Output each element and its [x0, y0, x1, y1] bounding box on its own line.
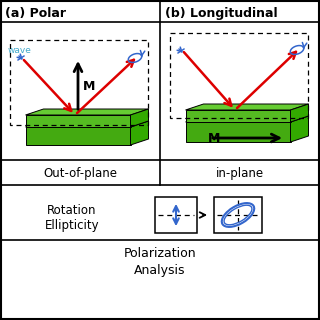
Polygon shape	[291, 104, 308, 122]
Text: M: M	[83, 79, 95, 92]
Polygon shape	[186, 122, 291, 142]
Polygon shape	[26, 115, 131, 127]
Text: Out-of-plane: Out-of-plane	[43, 166, 117, 180]
Polygon shape	[186, 116, 308, 122]
Bar	[170, 33, 308, 118]
Text: Rotation: Rotation	[47, 204, 97, 217]
Text: (a) Polar: (a) Polar	[5, 7, 66, 20]
Text: M: M	[208, 132, 220, 145]
Text: Ellipticity: Ellipticity	[45, 219, 99, 231]
Polygon shape	[291, 116, 308, 142]
Text: wave: wave	[8, 46, 32, 55]
Bar	[10, 40, 148, 125]
Text: in-plane: in-plane	[216, 166, 264, 180]
Polygon shape	[26, 109, 148, 115]
Bar	[214, 197, 262, 233]
Bar	[155, 197, 197, 233]
Text: Polarization
Analysis: Polarization Analysis	[124, 247, 196, 277]
Polygon shape	[26, 121, 148, 127]
Polygon shape	[26, 127, 131, 145]
Text: (b) Longitudinal: (b) Longitudinal	[165, 7, 278, 20]
Polygon shape	[131, 109, 148, 127]
Polygon shape	[186, 104, 308, 110]
Polygon shape	[186, 110, 291, 122]
Polygon shape	[131, 121, 148, 145]
